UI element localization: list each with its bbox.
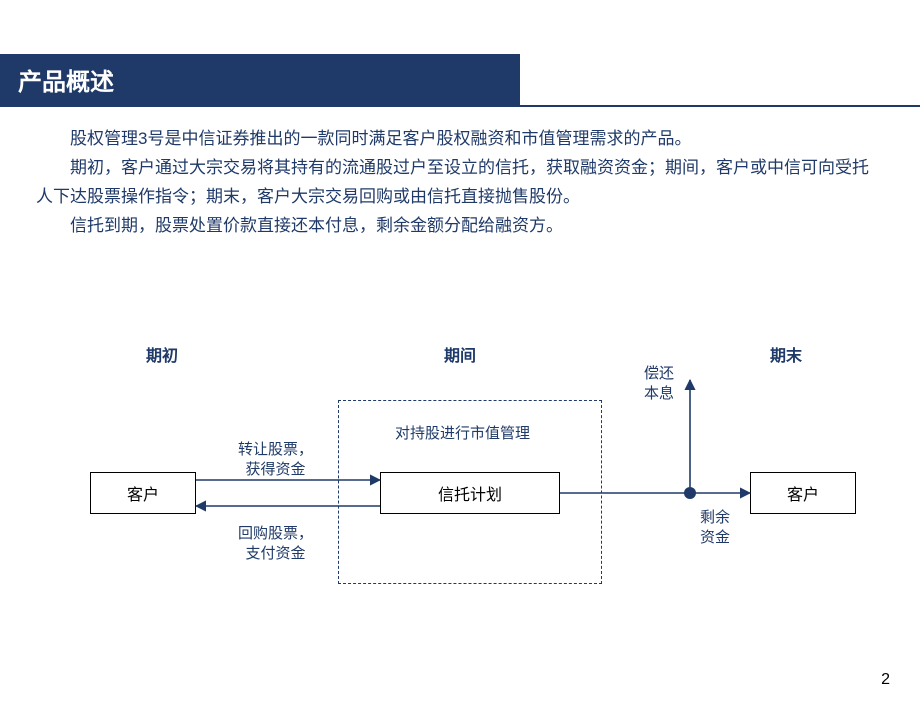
body-text: 股权管理3号是中信证券推出的一款同时满足客户股权融资和市值管理需求的产品。 期初… <box>36 125 884 241</box>
junction-point <box>684 487 696 499</box>
title-text: 产品概述 <box>18 69 114 96</box>
page-number: 2 <box>881 671 890 689</box>
paragraph-3: 信托到期，股票处置价款直接还本付息，剩余金额分配给融资方。 <box>36 212 884 241</box>
paragraph-2: 期初，客户通过大宗交易将其持有的流通股过户至设立的信托，获取融资资金；期间，客户… <box>36 154 884 212</box>
arrows-svg <box>0 324 920 664</box>
title-underline <box>0 105 920 107</box>
page-title: 产品概述 <box>0 54 520 105</box>
paragraph-1: 股权管理3号是中信证券推出的一款同时满足客户股权融资和市值管理需求的产品。 <box>36 125 884 154</box>
flow-diagram: 期初 期间 期末 客户 信托计划 客户 对持股进行市值管理 转让股票， 获得资金… <box>0 324 920 664</box>
page-number-value: 2 <box>881 671 890 688</box>
